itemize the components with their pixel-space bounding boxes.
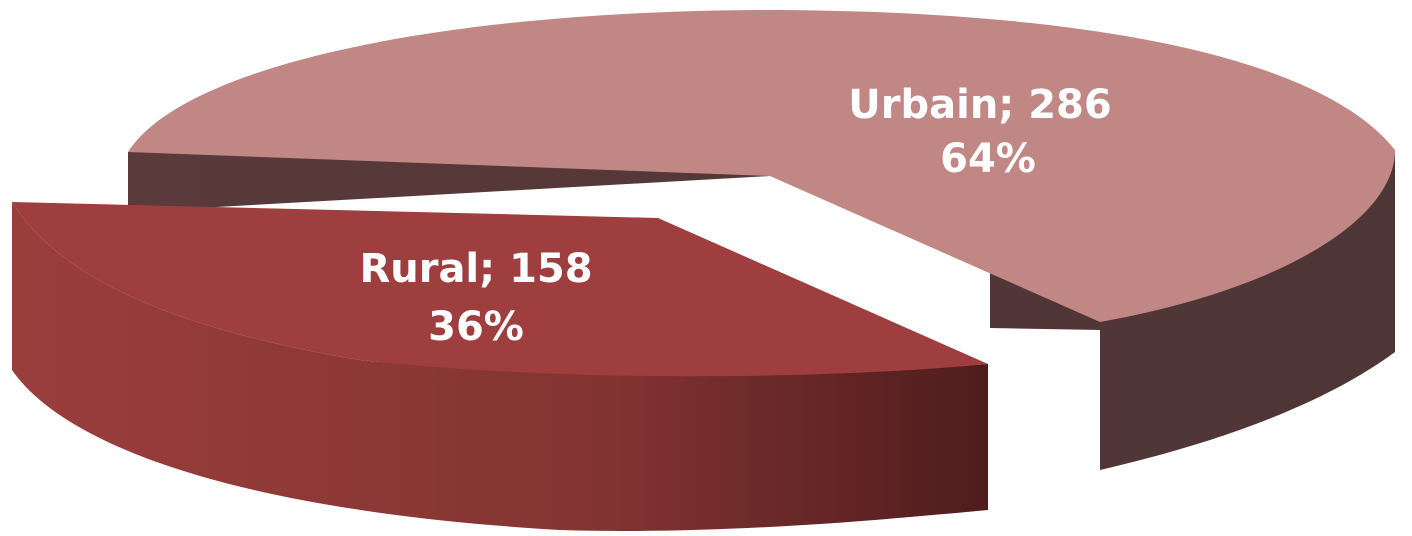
slice-rural [12, 202, 988, 531]
label-urbain-name: Urbain; 286 [848, 82, 1111, 128]
label-rural-percent: 36% [428, 304, 524, 350]
data-labels: Urbain; 286 64% Rural; 158 36% [359, 82, 1111, 350]
slice-rural-top [12, 202, 988, 377]
label-urbain-percent: 64% [940, 136, 1036, 182]
slice-urbain-top [128, 10, 1395, 322]
label-rural-name: Rural; 158 [359, 246, 592, 292]
slice-urbain [128, 10, 1395, 470]
slice-rural-side [12, 202, 988, 531]
